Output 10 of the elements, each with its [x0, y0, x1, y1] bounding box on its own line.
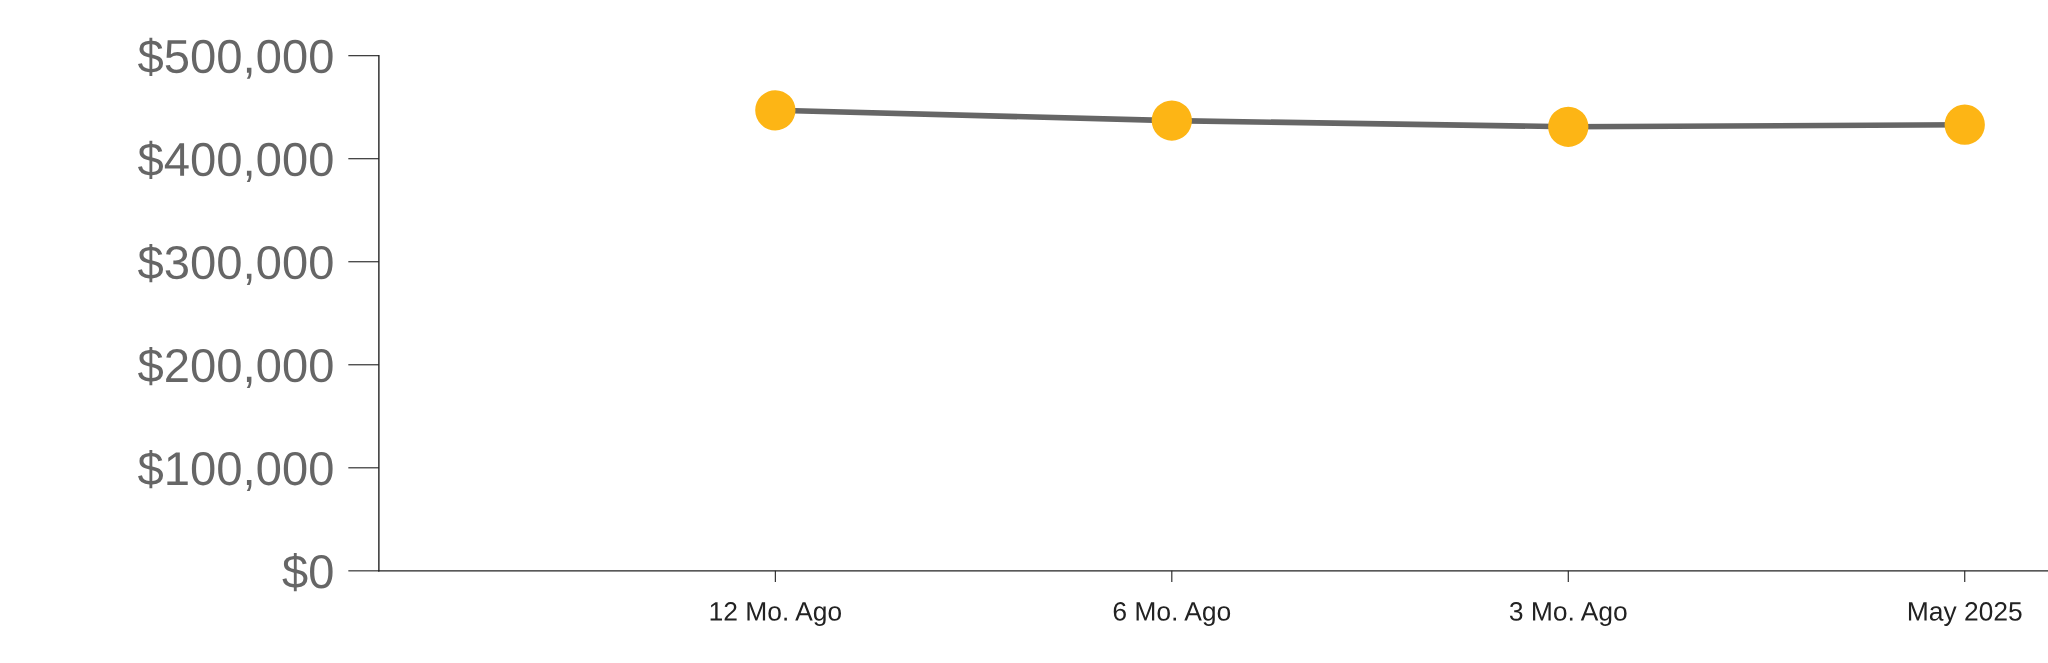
y-tick-label: $100,000 [138, 449, 333, 491]
x-tick-label: 3 Mo. Ago [1509, 602, 1627, 626]
y-tick-label: $300,000 [138, 243, 333, 285]
x-tick-label: 12 Mo. Ago [710, 602, 841, 626]
y-tick-label: $400,000 [138, 140, 333, 182]
y-tick-label: $500,000 [138, 37, 333, 79]
x-tick-label: May 2025 [1908, 602, 2022, 626]
y-tick-label: $200,000 [138, 346, 333, 388]
y-tick-label: $0 [282, 552, 333, 592]
x-tick-label: 6 Mo. Ago [1113, 602, 1231, 626]
